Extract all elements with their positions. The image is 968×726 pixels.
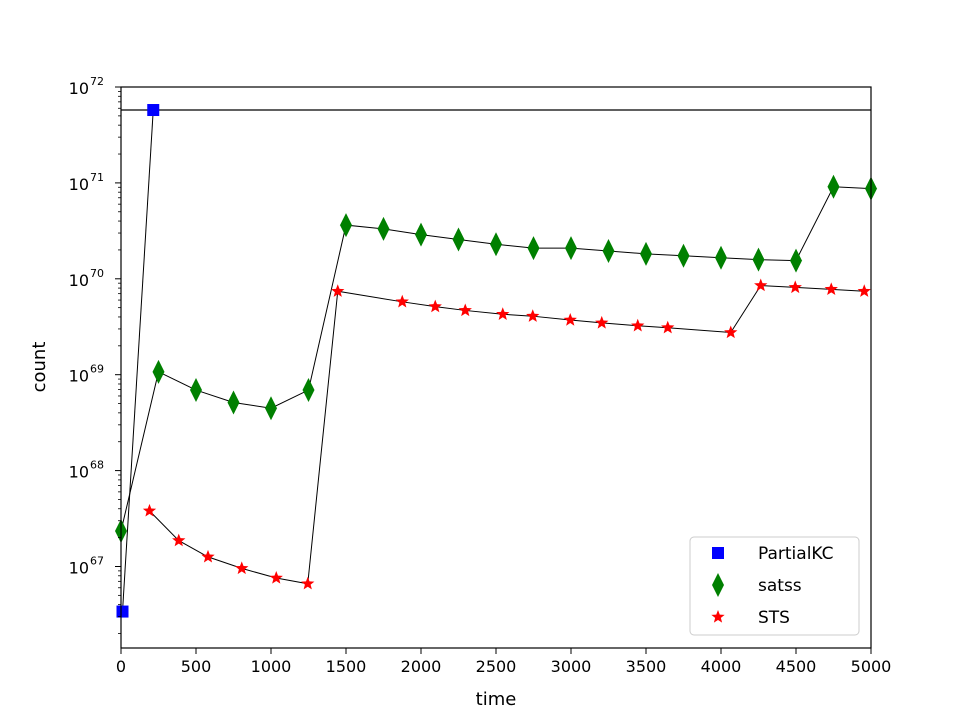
marker-satss-5 (302, 378, 315, 403)
legend-marker-STS (711, 610, 725, 623)
y-tick-label: 10 (69, 271, 89, 290)
x-tick-label: 500 (181, 657, 212, 676)
marker-STS-18 (788, 280, 802, 294)
x-tick-label: 3000 (551, 657, 592, 676)
marker-satss-2 (190, 378, 202, 403)
marker-satss-13 (602, 238, 615, 263)
marker-satss-16 (715, 245, 727, 270)
y-tick-label: 10 (69, 175, 89, 194)
x-tick-label: 1500 (326, 657, 367, 676)
y-tick-exponent: 68 (90, 459, 104, 472)
legend-label-satss: satss (758, 576, 802, 596)
y-tick-exponent: 69 (90, 363, 104, 376)
legend: PartialKC satss STS (689, 536, 860, 636)
x-tick-label: 5000 (851, 657, 892, 676)
marker-satss-10 (490, 232, 502, 257)
x-tick-label: 4000 (701, 657, 742, 676)
x-tick-label: 3500 (626, 657, 667, 676)
marker-satss-4 (265, 396, 277, 421)
marker-STS-8 (428, 299, 442, 313)
marker-STS-7 (395, 294, 409, 308)
marker-STS-19 (824, 282, 838, 296)
marker-PartialKC-0 (116, 605, 129, 618)
marker-STS-11 (526, 309, 540, 322)
marker-STS-10 (496, 307, 510, 320)
series-markers (115, 104, 877, 618)
legend-marker-satss (712, 573, 724, 597)
x-tick-label: 2000 (401, 657, 442, 676)
marker-satss-18 (790, 248, 802, 273)
marker-STS-3 (235, 561, 249, 575)
marker-STS-1 (172, 533, 186, 547)
marker-satss-14 (640, 241, 652, 266)
marker-satss-8 (415, 222, 427, 247)
marker-STS-4 (269, 570, 283, 584)
legend-marker-PartialKC (712, 547, 724, 559)
legend-box (689, 536, 860, 636)
marker-satss-12 (565, 236, 577, 261)
marker-satss-6 (340, 213, 352, 238)
marker-satss-11 (527, 236, 540, 261)
x-tick-label: 1000 (251, 657, 292, 676)
marker-STS-12 (563, 313, 577, 326)
marker-STS-2 (201, 549, 215, 563)
marker-STS-13 (595, 315, 609, 329)
y-tick-label: 10 (69, 558, 89, 577)
axis-ticks: 0 500 1000 1500 2000 2500 3000 3500 4000 4500 5000… (69, 75, 892, 676)
y-tick-label: 10 (69, 463, 89, 482)
marker-satss-15 (677, 243, 690, 268)
marker-satss-19 (827, 174, 840, 199)
marker-STS-0 (142, 503, 157, 517)
y-axis-label: count (29, 342, 50, 393)
marker-satss-17 (752, 247, 765, 272)
y-tick-exponent: 71 (90, 171, 104, 184)
marker-STS-20 (857, 284, 871, 297)
y-tick-exponent: 67 (90, 554, 104, 567)
marker-STS-17 (754, 278, 768, 292)
x-axis-label: time (476, 689, 517, 710)
marker-satss-1 (152, 359, 165, 384)
marker-STS-9 (458, 303, 472, 317)
marker-STS-5 (301, 576, 315, 590)
y-tick-label: 10 (69, 367, 89, 386)
legend-label-PartialKC: PartialKC (758, 544, 834, 564)
marker-PartialKC-1 (147, 104, 160, 117)
marker-STS-16 (724, 325, 738, 339)
marker-satss-3 (227, 390, 240, 415)
y-tick-label: 10 (69, 79, 89, 98)
x-tick-label: 4500 (776, 657, 817, 676)
marker-satss-7 (377, 216, 390, 241)
y-tick-exponent: 70 (90, 267, 104, 280)
marker-STS-6 (331, 284, 345, 297)
marker-STS-15 (661, 320, 675, 334)
x-tick-label: 2500 (476, 657, 517, 676)
marker-STS-14 (631, 318, 645, 332)
x-tick-label: 0 (116, 657, 126, 676)
legend-label-STS: STS (758, 608, 790, 628)
series-line-PartialKC (122, 109, 154, 612)
y-tick-exponent: 72 (90, 75, 104, 88)
marker-satss-9 (452, 227, 465, 252)
